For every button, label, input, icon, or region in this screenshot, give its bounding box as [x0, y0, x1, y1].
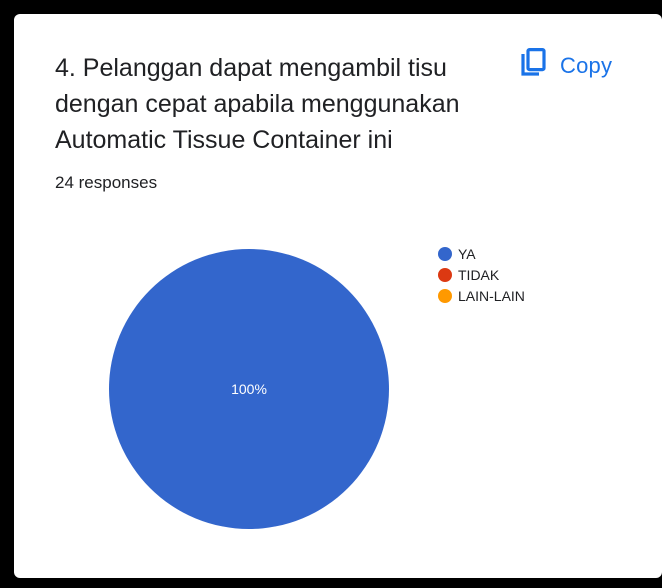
- legend-label-tidak: TIDAK: [458, 267, 500, 283]
- pie-slice-ya: [109, 249, 389, 529]
- legend-marker-tidak: [438, 268, 452, 282]
- copy-label: Copy: [560, 52, 613, 78]
- question-title: 4. Pelanggan dapat mengambil tisu dengan…: [55, 54, 460, 154]
- pie-chart: 100% YA TIDAK LAIN-LAIN: [109, 246, 525, 529]
- legend-label-lain-lain: LAIN-LAIN: [458, 288, 525, 304]
- legend-marker-ya: [438, 247, 452, 261]
- copy-button[interactable]: Copy: [514, 44, 618, 87]
- response-card: 4. Pelanggan dapat mengambil tisu dengan…: [14, 14, 662, 578]
- legend-marker-lain-lain: [438, 289, 452, 303]
- copy-icon: [520, 48, 546, 83]
- response-count: 24 responses: [55, 173, 158, 192]
- legend-label-ya: YA: [458, 246, 476, 262]
- pie-data-label: 100%: [231, 381, 267, 397]
